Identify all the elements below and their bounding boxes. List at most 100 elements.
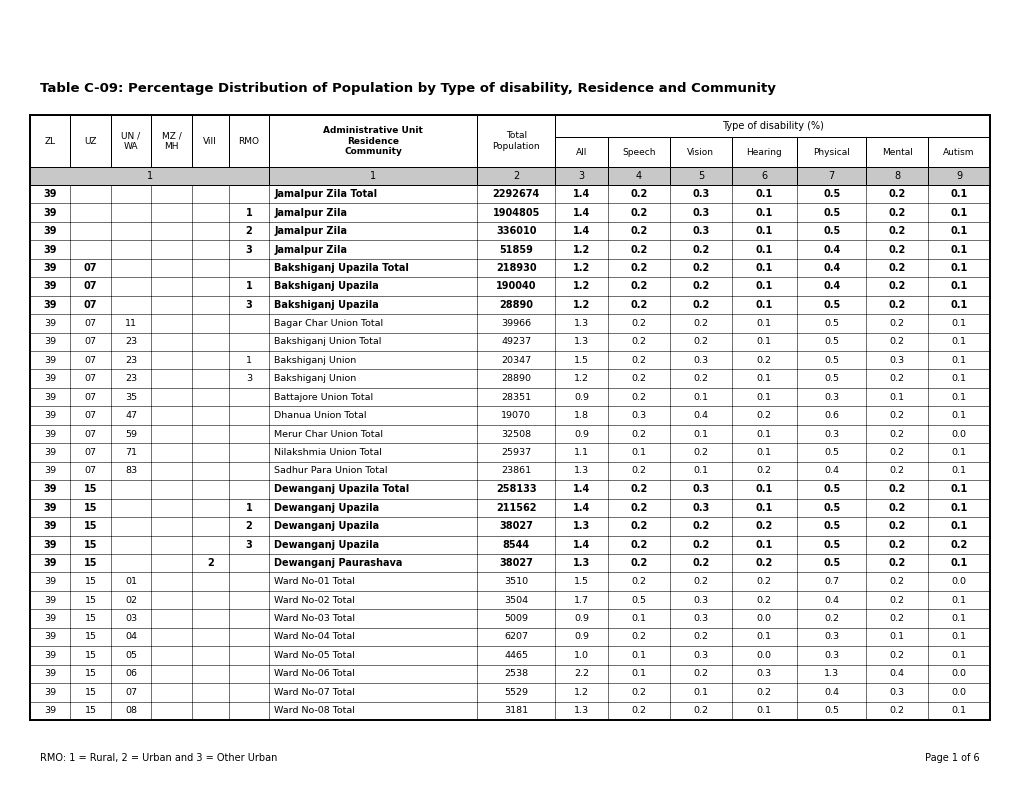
Text: 0.2: 0.2 bbox=[630, 558, 647, 568]
Text: 0.1: 0.1 bbox=[950, 485, 967, 494]
Text: Bakshiganj Upazila: Bakshiganj Upazila bbox=[274, 300, 378, 310]
Text: 07: 07 bbox=[85, 374, 97, 383]
Bar bbox=[866, 167, 927, 185]
Text: 0.2: 0.2 bbox=[888, 226, 905, 236]
Text: 0.2: 0.2 bbox=[888, 189, 905, 199]
Bar bbox=[70, 115, 111, 167]
Text: 1.4: 1.4 bbox=[573, 208, 590, 217]
Text: 07: 07 bbox=[84, 263, 97, 273]
Text: 0.1: 0.1 bbox=[755, 281, 772, 292]
Text: 1.3: 1.3 bbox=[823, 669, 839, 678]
Text: 0.2: 0.2 bbox=[630, 540, 647, 550]
Text: 0.5: 0.5 bbox=[823, 337, 839, 346]
Text: 0.1: 0.1 bbox=[755, 503, 772, 513]
Text: 2: 2 bbox=[513, 171, 519, 181]
Text: ZL: ZL bbox=[45, 136, 56, 146]
Text: 0.2: 0.2 bbox=[630, 503, 647, 513]
Text: 0.2: 0.2 bbox=[889, 651, 904, 660]
Text: 0.5: 0.5 bbox=[823, 319, 839, 328]
Text: 0.2: 0.2 bbox=[631, 319, 646, 328]
Text: 0.1: 0.1 bbox=[631, 448, 646, 457]
Text: 0.2: 0.2 bbox=[755, 558, 772, 568]
Text: 0.2: 0.2 bbox=[693, 633, 707, 641]
Text: 39: 39 bbox=[44, 651, 56, 660]
Text: 1.2: 1.2 bbox=[573, 263, 590, 273]
Text: 0.5: 0.5 bbox=[822, 540, 840, 550]
Text: 0.2: 0.2 bbox=[889, 374, 904, 383]
Text: Total
Population: Total Population bbox=[492, 132, 539, 151]
Text: 1.2: 1.2 bbox=[573, 300, 590, 310]
Text: Page 1 of 6: Page 1 of 6 bbox=[924, 753, 979, 763]
Bar bbox=[228, 115, 269, 167]
Text: 0.1: 0.1 bbox=[951, 337, 966, 346]
Text: Table C-09: Percentage Distribution of Population by Type of disability, Residen: Table C-09: Percentage Distribution of P… bbox=[40, 81, 775, 95]
Text: 23: 23 bbox=[125, 337, 137, 346]
Text: 39: 39 bbox=[44, 614, 56, 623]
Bar bbox=[731, 167, 796, 185]
Text: 0.5: 0.5 bbox=[822, 226, 840, 236]
Bar bbox=[30, 167, 989, 185]
Text: 39: 39 bbox=[44, 633, 56, 641]
Text: 39: 39 bbox=[44, 263, 57, 273]
Text: 211562: 211562 bbox=[495, 503, 536, 513]
Text: 0.2: 0.2 bbox=[631, 577, 646, 586]
Text: 0.9: 0.9 bbox=[574, 633, 589, 641]
Text: 0.3: 0.3 bbox=[889, 355, 904, 365]
Text: 0.2: 0.2 bbox=[889, 319, 904, 328]
Bar bbox=[796, 137, 866, 167]
Text: 258133: 258133 bbox=[495, 485, 536, 494]
Text: 0.1: 0.1 bbox=[950, 208, 967, 217]
Bar bbox=[669, 167, 731, 185]
Text: 0.2: 0.2 bbox=[889, 337, 904, 346]
Text: 0.1: 0.1 bbox=[631, 614, 646, 623]
Text: 1.7: 1.7 bbox=[574, 596, 589, 604]
Text: 0.4: 0.4 bbox=[822, 244, 840, 255]
Text: 0.2: 0.2 bbox=[630, 522, 647, 531]
Text: Jamalpur Zila: Jamalpur Zila bbox=[274, 208, 346, 217]
Text: 0.1: 0.1 bbox=[889, 633, 904, 641]
Text: 39: 39 bbox=[44, 522, 57, 531]
Text: 0.1: 0.1 bbox=[950, 226, 967, 236]
Bar bbox=[866, 137, 927, 167]
Text: 0.2: 0.2 bbox=[888, 485, 905, 494]
Text: 0.2: 0.2 bbox=[630, 300, 647, 310]
Text: 39: 39 bbox=[44, 392, 56, 402]
Text: 0.2: 0.2 bbox=[692, 540, 709, 550]
Text: 0.3: 0.3 bbox=[692, 503, 709, 513]
Text: Ward No-08 Total: Ward No-08 Total bbox=[274, 706, 355, 716]
Text: Bagar Char Union Total: Bagar Char Union Total bbox=[274, 319, 383, 328]
Text: 47: 47 bbox=[125, 411, 137, 420]
Text: 15: 15 bbox=[84, 522, 97, 531]
Text: Jamalpur Zila Total: Jamalpur Zila Total bbox=[274, 189, 377, 199]
Text: 0.1: 0.1 bbox=[756, 374, 771, 383]
Text: 0.1: 0.1 bbox=[950, 281, 967, 292]
Text: 0.3: 0.3 bbox=[693, 614, 708, 623]
Text: 0.1: 0.1 bbox=[951, 448, 966, 457]
Bar bbox=[30, 115, 989, 720]
Text: Ward No-03 Total: Ward No-03 Total bbox=[274, 614, 355, 623]
Text: 0.1: 0.1 bbox=[755, 189, 772, 199]
Text: 23: 23 bbox=[125, 374, 137, 383]
Text: Sadhur Para Union Total: Sadhur Para Union Total bbox=[274, 466, 387, 475]
Text: 0.2: 0.2 bbox=[889, 614, 904, 623]
Text: 15: 15 bbox=[85, 577, 97, 586]
Text: 0.2: 0.2 bbox=[888, 300, 905, 310]
Text: 0.4: 0.4 bbox=[823, 596, 839, 604]
Text: 0.2: 0.2 bbox=[692, 281, 709, 292]
Text: 0.2: 0.2 bbox=[889, 596, 904, 604]
Text: 0.4: 0.4 bbox=[693, 411, 707, 420]
Text: 39: 39 bbox=[44, 411, 56, 420]
Text: 1.4: 1.4 bbox=[573, 189, 590, 199]
Text: 0.3: 0.3 bbox=[823, 633, 839, 641]
Text: Ward No-06 Total: Ward No-06 Total bbox=[274, 669, 355, 678]
Text: 1.3: 1.3 bbox=[573, 522, 590, 531]
Text: 0.2: 0.2 bbox=[756, 577, 771, 586]
Text: 218930: 218930 bbox=[495, 263, 536, 273]
Text: 49237: 49237 bbox=[500, 337, 531, 346]
Text: 0.4: 0.4 bbox=[823, 466, 839, 475]
Text: 2292674: 2292674 bbox=[492, 189, 539, 199]
Text: Bakshiganj Upazila: Bakshiganj Upazila bbox=[274, 281, 378, 292]
Text: 39966: 39966 bbox=[500, 319, 531, 328]
Text: 2: 2 bbox=[246, 522, 252, 531]
Text: Hearing: Hearing bbox=[746, 147, 782, 157]
